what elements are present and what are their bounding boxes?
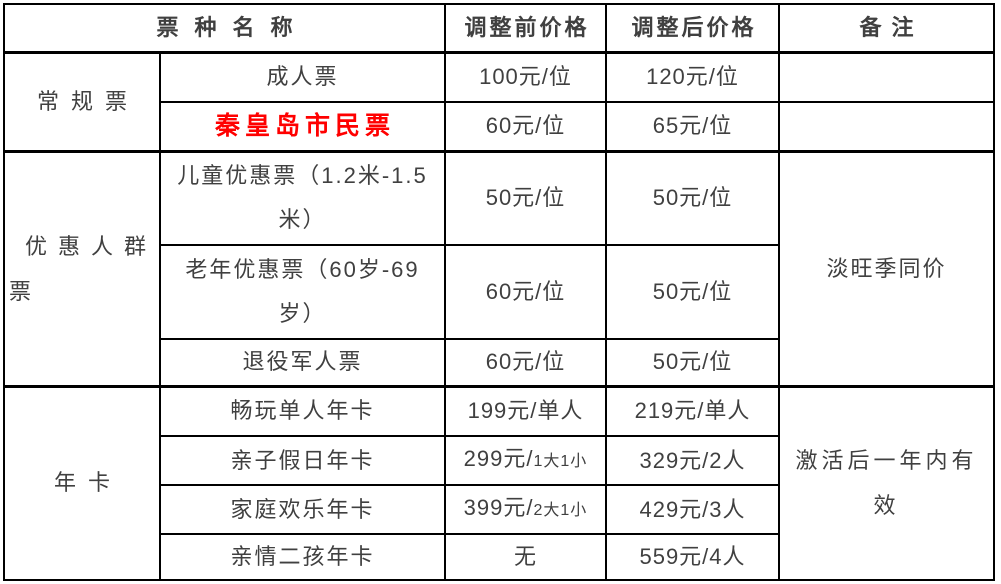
price-main: 399元/ [463,495,534,520]
ticket-name-cell: 亲情二孩年卡 [159,533,446,581]
header-ticket-type: 票种名称 [3,3,446,54]
header-price-after: 调整后价格 [605,3,780,54]
category-cell-regular: 常规票 [3,51,161,153]
ticket-name-cell: 退役军人票 [159,338,446,388]
ticket-name-cell: 亲子假日年卡 [159,435,446,486]
price-before-cell: 100元/位 [444,51,607,103]
remark-cell-discount: 淡旺季同价 [778,150,995,388]
price-before-cell: 60元/位 [444,338,607,388]
price-before-cell: 399元/2大1小 [444,484,607,535]
ticket-name-cell: 老年优惠票（60岁-69岁） [159,244,446,340]
table-row: 老年优惠票（60岁-69岁） 60元/位 50元/位 [4,244,994,340]
price-before-cell: 无 [444,533,607,581]
price-after-cell: 65元/位 [605,101,780,153]
table-row: 退役军人票 60元/位 50元/位 [4,338,994,388]
ticket-price-table: 票种名称 调整前价格 调整后价格 备注 常规票 成人票 100元/位 120元/… [3,3,995,581]
price-after-cell: 219元/单人 [605,385,780,437]
price-after-cell: 50元/位 [605,244,780,340]
price-before-cell: 199元/单人 [444,385,607,437]
price-after-cell: 329元/2人 [605,435,780,486]
price-after-cell: 50元/位 [605,338,780,388]
price-before-cell: 60元/位 [444,101,607,153]
price-before-cell: 50元/位 [444,150,607,246]
table-row: 秦皇岛市民票 60元/位 65元/位 [4,101,995,153]
category-cell-annual-card: 年卡 [3,385,161,581]
price-before-cell: 299元/1大1小 [444,435,607,486]
header-row: 票种名称 调整前价格 调整后价格 备注 [3,3,995,54]
table-row: 年卡 畅玩单人年卡 199元/单人 219元/单人 激活后一年内有效 [3,385,995,581]
price-before-cell: 60元/位 [444,244,607,340]
table-row: 亲情二孩年卡 无 559元/4人 [4,533,994,581]
price-after-cell: 50元/位 [605,150,780,246]
category-label: 优惠人群票 [9,233,158,304]
price-after-cell: 429元/3人 [605,484,780,535]
remark-cell-empty [778,51,995,103]
ticket-name-cell: 儿童优惠票（1.2米-1.5米） [159,150,446,246]
header-remark: 备注 [778,3,995,54]
price-unit-small: 2大1小 [533,502,588,519]
header-price-before: 调整前价格 [444,3,607,54]
price-main: 299元/ [463,446,534,471]
remark-cell-empty [778,101,995,153]
ticket-name-cell: 畅玩单人年卡 [159,385,446,437]
category-cell-discount: 优惠人群票 [3,150,161,388]
ticket-name-cell-highlight: 秦皇岛市民票 [159,101,446,153]
table-row: 亲子假日年卡 299元/1大1小 329元/2人 [4,435,994,486]
table-row: 家庭欢乐年卡 399元/2大1小 429元/3人 [4,484,994,535]
price-unit-small: 1大1小 [533,453,588,470]
ticket-name-cell: 家庭欢乐年卡 [159,484,446,535]
table-row: 优惠人群票 儿童优惠票（1.2米-1.5米） 50元/位 50元/位 淡旺季同价 [3,150,995,388]
remark-cell-annual-card: 激活后一年内有效 [778,385,995,581]
table-row: 常规票 成人票 100元/位 120元/位 [3,51,995,153]
ticket-name-cell: 成人票 [159,51,446,103]
price-after-cell: 559元/4人 [605,533,780,581]
price-after-cell: 120元/位 [605,51,780,103]
